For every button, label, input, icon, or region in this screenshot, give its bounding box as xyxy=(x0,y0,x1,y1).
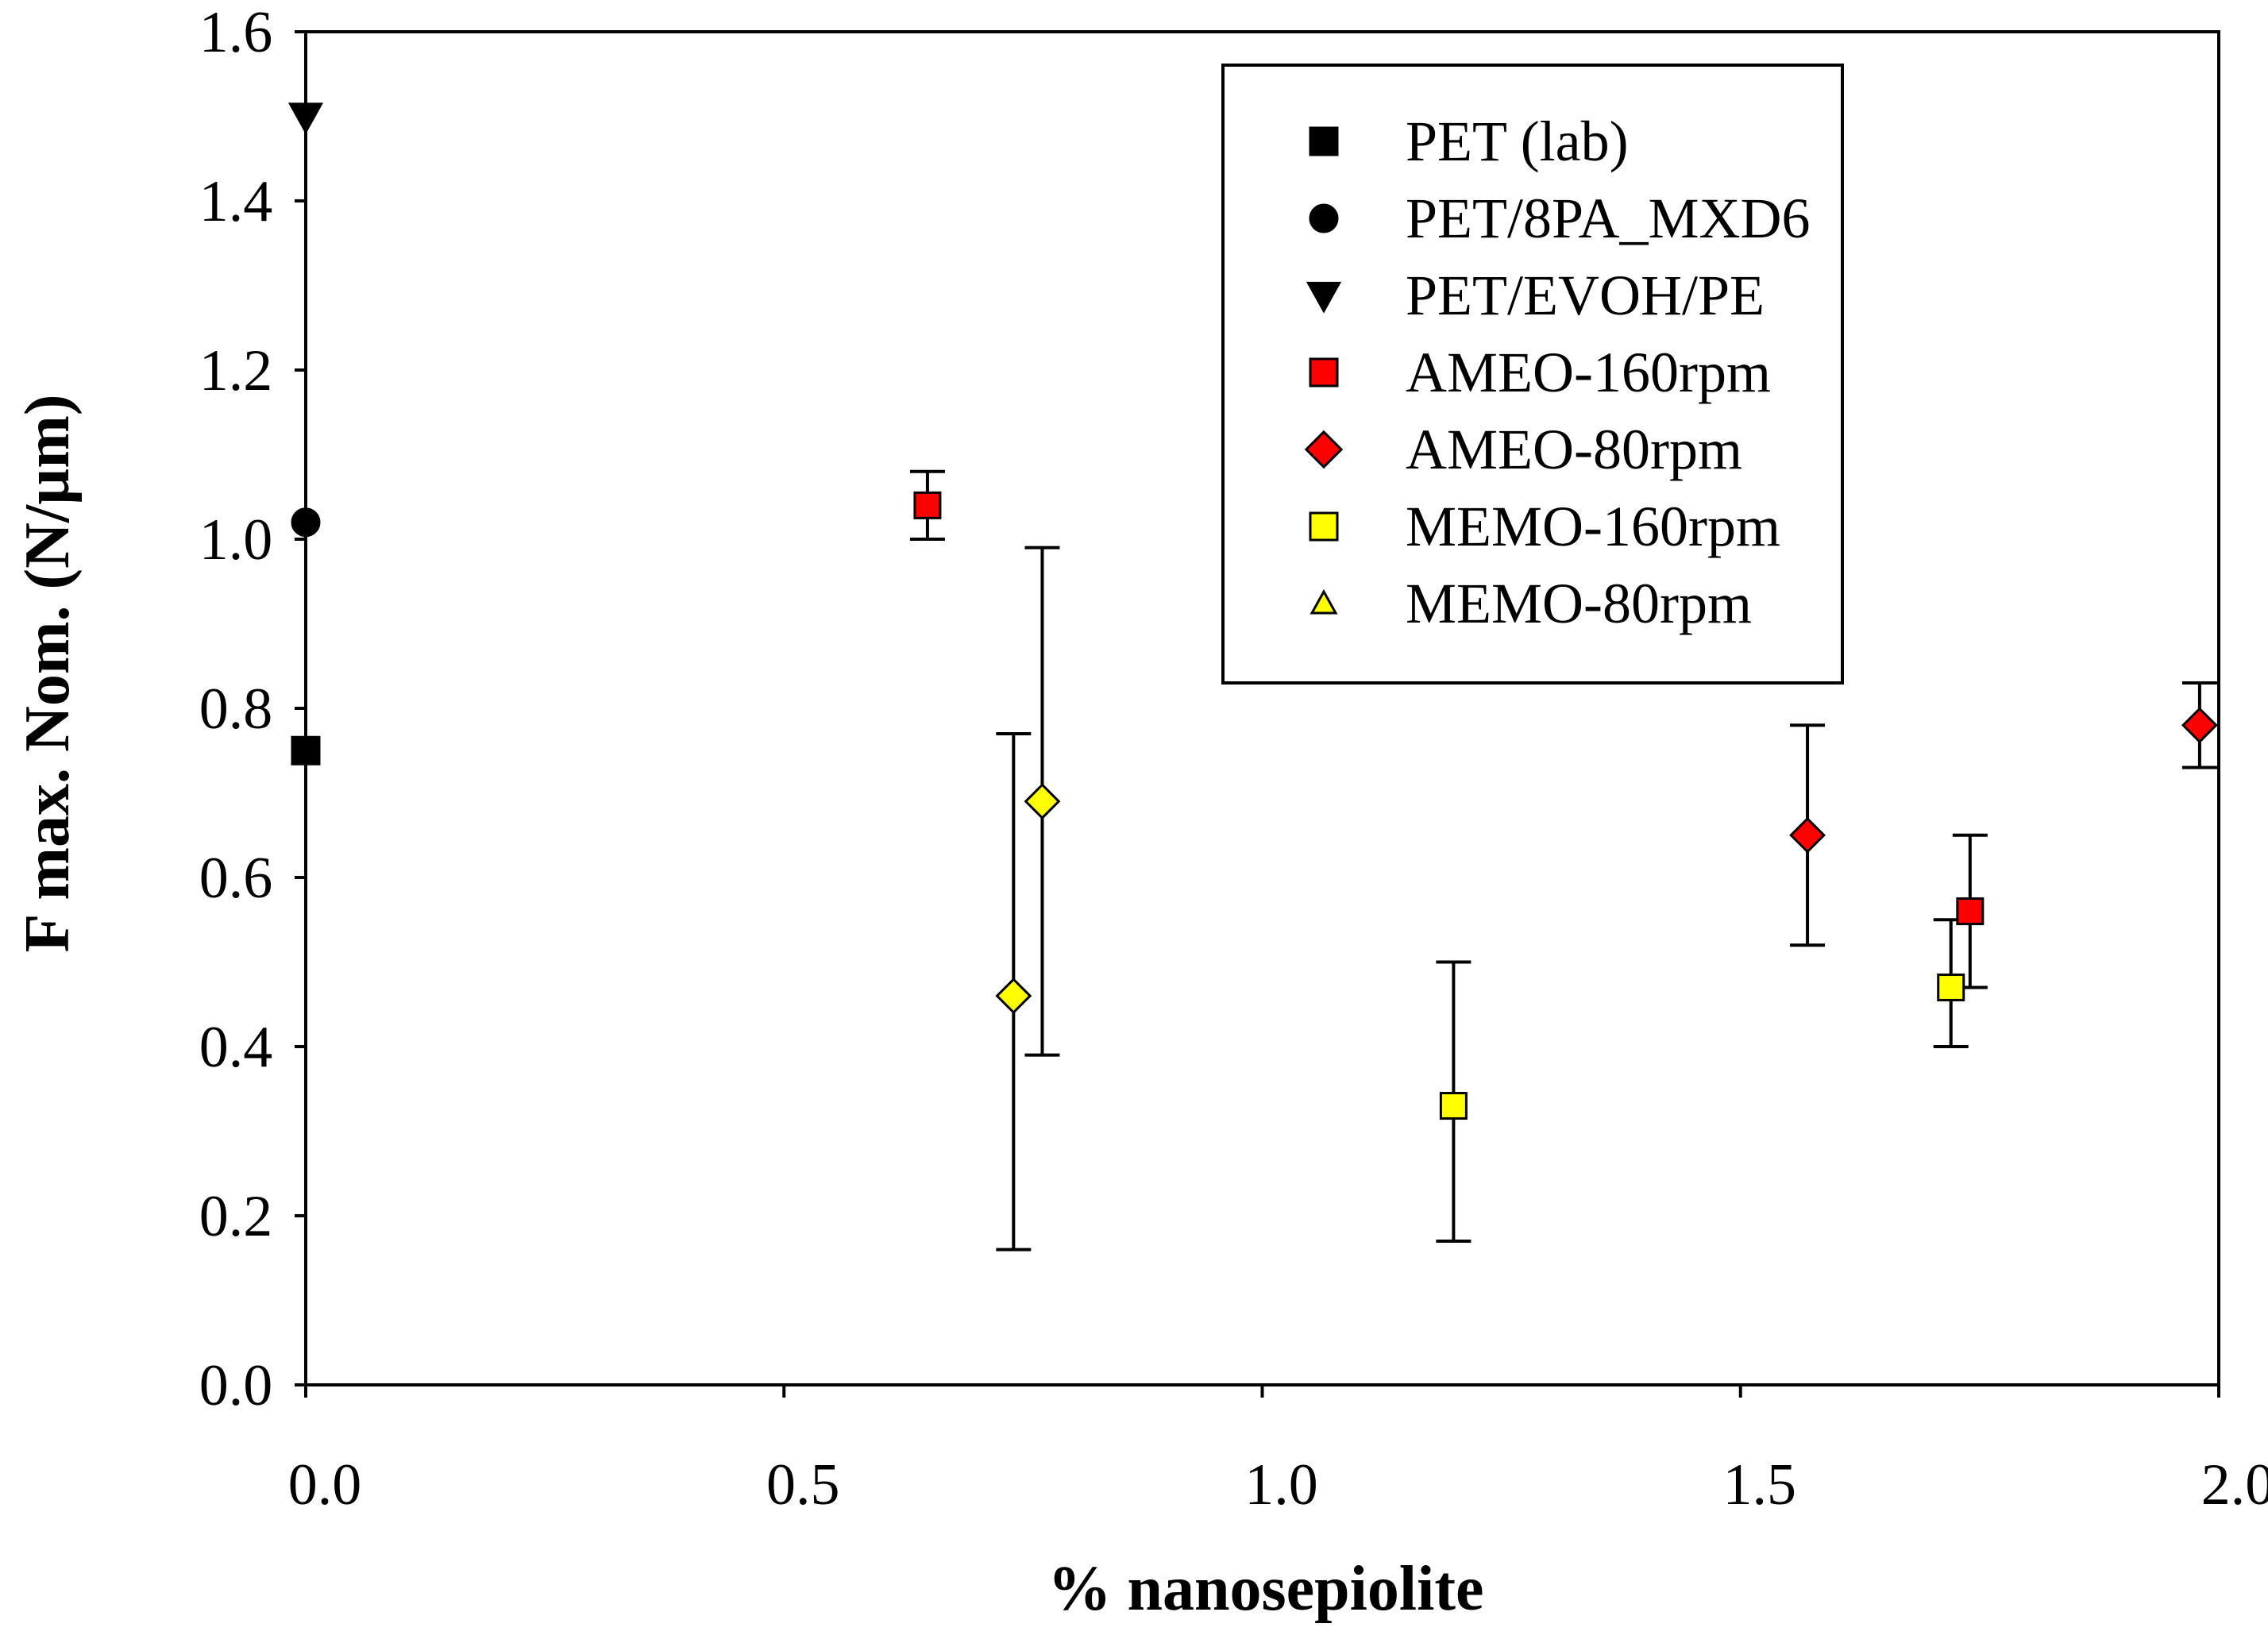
legend-marker-pet-8pa-mxd6 xyxy=(1309,203,1339,233)
legend-label-memo-80rpm: MEMO-80rpm xyxy=(1406,572,1752,635)
data-markers xyxy=(287,102,2218,1120)
axes xyxy=(295,30,2220,1398)
y-tick-label: 0.6 xyxy=(199,846,273,911)
y-tick-label: 1.2 xyxy=(199,338,273,403)
legend-marker-ameo-160rpm xyxy=(1309,357,1339,388)
point-memo-80rpm xyxy=(995,978,1032,1015)
y-tick-label: 0.2 xyxy=(199,1184,273,1249)
legend-label-pet-evoh-pe: PET/EVOH/PE xyxy=(1406,264,1765,327)
x-tick-label: 0.0 xyxy=(288,1452,362,1518)
point-memo-160rpm xyxy=(1937,973,1965,1001)
x-tick-label: 0.5 xyxy=(766,1452,840,1518)
legend-label-pet-lab-: PET (lab) xyxy=(1406,110,1629,173)
y-tick-label: 1.4 xyxy=(199,169,273,234)
point-memo-160rpm xyxy=(1439,1092,1468,1120)
y-tick-label: 1.0 xyxy=(199,507,273,573)
point-pet-evoh-pe xyxy=(287,102,324,135)
point-pet-8pa-mxd6 xyxy=(291,507,321,538)
legend-marker-memo-160rpm xyxy=(1309,511,1339,542)
x-tick-label: 2.0 xyxy=(2201,1452,2268,1518)
legend-label-memo-160rpm: MEMO-160rpm xyxy=(1406,495,1780,558)
legend-marker-memo-80rpm xyxy=(1310,588,1338,615)
point-memo-80rpm xyxy=(1024,783,1061,820)
legend-label-pet-8pa-mxd6: PET/8PA_MXD6 xyxy=(1406,187,1810,250)
legend-marker-ameo-80rpm xyxy=(1304,430,1344,469)
x-tick-label: 1.5 xyxy=(1723,1452,1797,1518)
y-tick-label: 1.6 xyxy=(199,0,273,65)
x-tick-label: 1.0 xyxy=(1244,1452,1318,1518)
legend-marker-pet-evoh-pe xyxy=(1306,281,1342,314)
point-ameo-160rpm xyxy=(913,491,942,519)
y-tick-label: 0.8 xyxy=(199,677,273,742)
legend-label-ameo-160rpm: AMEO-160rpm xyxy=(1406,341,1771,404)
legend-marker-pet-lab- xyxy=(1309,126,1339,156)
x-axis-title: % nanosepiolite xyxy=(1048,1554,1484,1624)
point-ameo-80rpm xyxy=(1789,816,1826,854)
tick-labels: 0.0 0.2 0.4 0.6 0.8 1.0 1.2 1.4 1.6 0.0 0.5 1.0 1.5 2… xyxy=(199,0,2268,1518)
point-pet-lab- xyxy=(291,735,321,766)
point-ameo-80rpm xyxy=(2181,707,2218,744)
legend-label-ameo-80rpm: AMEO-80rpm xyxy=(1406,418,1742,481)
y-tick-label: 0.0 xyxy=(199,1353,273,1418)
legend: PET (lab) PET/8PA_MXD6 PET/EVOH/PE AMEO-160… xyxy=(1221,64,1844,685)
point-ameo-160rpm xyxy=(1956,897,1984,926)
y-tick-label: 0.4 xyxy=(199,1015,273,1080)
y-axis-title: F max. Nom. (N/µm) xyxy=(13,395,83,953)
